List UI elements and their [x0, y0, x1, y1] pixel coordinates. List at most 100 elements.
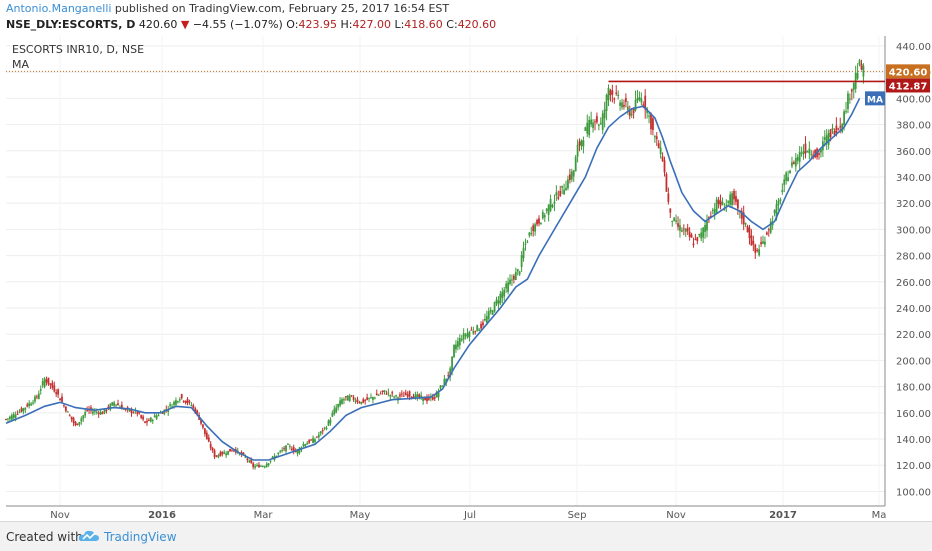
candle-body	[86, 409, 89, 411]
candle-body	[97, 412, 100, 415]
x-tick-label: Sep	[568, 510, 587, 520]
candle-body	[526, 241, 529, 243]
candle-body	[777, 200, 780, 206]
candle-body	[798, 151, 801, 162]
candle-body	[119, 406, 121, 408]
candle-body	[281, 449, 284, 451]
candle-body	[190, 405, 193, 407]
candle-body	[711, 209, 714, 211]
candle-body	[634, 99, 637, 111]
candle-body	[599, 122, 602, 124]
candle-body	[53, 385, 56, 392]
candle-body	[574, 157, 577, 172]
candle-body	[605, 94, 608, 111]
candle-body	[792, 162, 795, 165]
candle-body	[632, 108, 635, 114]
price-change: −4.55 (−1.07%)	[189, 18, 283, 31]
candle-body	[223, 452, 226, 454]
candle-body	[565, 187, 567, 191]
candle-body	[464, 334, 467, 336]
candle-body	[785, 172, 788, 181]
candle-body	[310, 439, 313, 441]
candle-body	[250, 459, 253, 464]
x-tick-label: 2016	[148, 510, 176, 520]
candle-body	[404, 392, 407, 396]
candle-body	[522, 247, 525, 259]
candle-body	[827, 132, 830, 145]
candle-body	[808, 148, 811, 154]
candle-body	[568, 174, 571, 180]
candle-body	[698, 233, 701, 236]
candle-body	[387, 392, 390, 394]
candle-body	[493, 302, 496, 312]
candle-body	[468, 331, 471, 338]
candle-body	[511, 279, 513, 281]
candle-body	[227, 450, 229, 455]
candle-body	[130, 409, 133, 414]
candle-body	[655, 136, 658, 140]
candle-body	[61, 396, 63, 403]
chart-area[interactable]: 100.00 120.00 140.00 160.00 180.00 200.00 220.…	[0, 36, 932, 521]
candle-body	[530, 232, 533, 234]
candle-body	[543, 215, 546, 218]
candle-body	[810, 153, 813, 155]
tradingview-brand[interactable]: TradingView	[104, 530, 177, 544]
candle-body	[480, 324, 482, 329]
candle-body	[495, 299, 498, 304]
candle-body	[547, 204, 550, 215]
candle-body	[182, 400, 185, 402]
candle-body	[485, 316, 488, 323]
candle-body	[800, 152, 803, 154]
candle-body	[136, 411, 139, 414]
candle-body	[229, 448, 231, 452]
candle-body	[217, 455, 220, 458]
candle-body	[796, 157, 799, 161]
candle-body	[744, 223, 747, 225]
author-link[interactable]: Antonio.Manganelli	[6, 2, 112, 15]
candle-body	[516, 269, 519, 272]
candle-body	[333, 408, 336, 415]
candle-body	[831, 127, 834, 130]
x-tick-label: Ma	[872, 510, 887, 520]
candle-body	[254, 466, 257, 468]
candle-body	[680, 230, 683, 232]
candle-body	[636, 98, 639, 101]
candle-body	[155, 415, 158, 419]
candle-body	[393, 396, 396, 398]
candle-body	[265, 464, 268, 468]
candle-body	[18, 411, 21, 413]
price-chart[interactable]: 100.00 120.00 140.00 160.00 180.00 200.00 220.…	[0, 36, 932, 521]
tradingview-cloud-icon[interactable]	[78, 528, 100, 544]
candle-body	[200, 419, 202, 424]
candle-body	[327, 420, 330, 426]
open-label: O:	[282, 18, 299, 31]
candle-body	[818, 153, 820, 155]
candle-body	[192, 405, 195, 408]
candle-body	[621, 102, 623, 108]
candle-body	[418, 394, 421, 397]
candle-body	[856, 72, 859, 79]
candle-body	[451, 356, 453, 372]
candle-body	[775, 204, 778, 219]
candle-body	[802, 151, 805, 154]
candle-body	[462, 333, 465, 340]
candle-body	[267, 463, 270, 466]
candle-body	[321, 430, 324, 432]
x-tick-label: May	[350, 510, 371, 520]
ma-tag-box	[865, 91, 885, 106]
candle-body	[344, 396, 347, 398]
candle-body	[64, 406, 67, 412]
candle-body	[43, 378, 46, 387]
candle-body	[688, 231, 691, 237]
candle-body	[580, 140, 583, 147]
candle-body	[617, 94, 620, 97]
candle-body	[455, 344, 457, 350]
candle-body	[750, 235, 753, 246]
candle-body	[781, 190, 784, 192]
candle-body	[719, 200, 722, 206]
candle-body	[474, 331, 477, 333]
last-price: 420.60	[135, 18, 181, 31]
candle-body	[180, 394, 183, 399]
candle-body	[362, 399, 365, 403]
candle-body	[279, 450, 282, 452]
